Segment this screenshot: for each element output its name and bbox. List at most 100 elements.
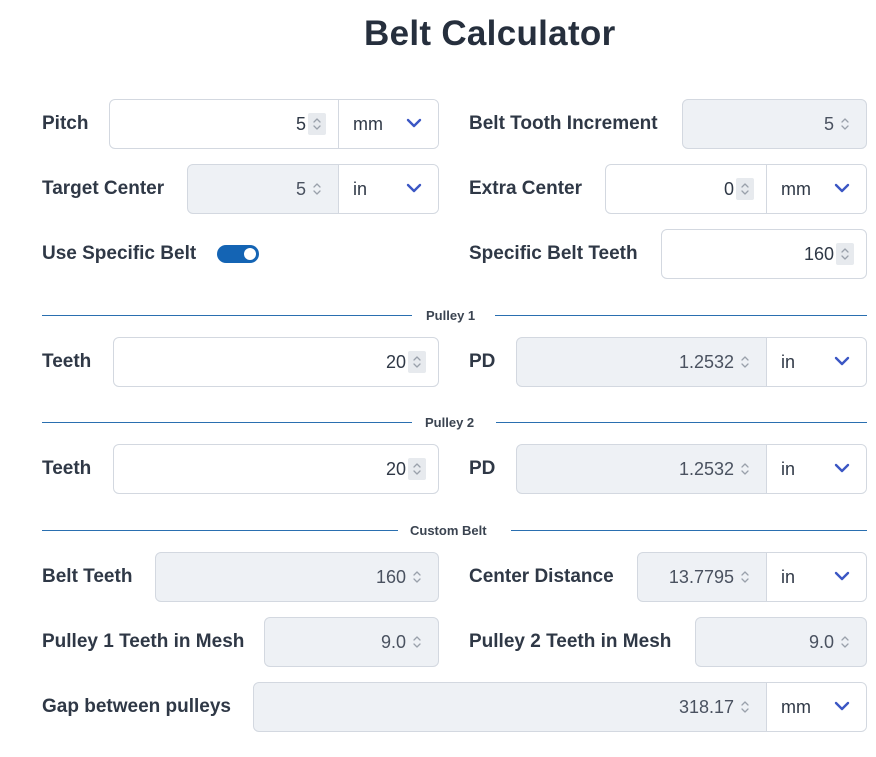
extra-center-field[interactable]: 0 mm bbox=[605, 164, 867, 214]
center-distance-number: 13.7795 bbox=[638, 553, 766, 601]
belt-tooth-increment-value: 5 bbox=[823, 113, 834, 134]
pitch-field[interactable]: 5 mm bbox=[109, 99, 439, 149]
extra-center-unit: mm bbox=[781, 178, 811, 199]
pulley1-mesh-value: 9.0 bbox=[380, 631, 406, 652]
pulley1-pd-value: 1.2532 bbox=[678, 351, 734, 372]
extra-center-unit-select[interactable]: mm bbox=[766, 165, 866, 213]
pulley1-teeth-number-input[interactable]: 20 bbox=[114, 338, 438, 386]
pulley1-pd-unit-select[interactable]: in bbox=[766, 338, 866, 386]
updown-chevron-icon[interactable] bbox=[308, 113, 326, 135]
pulley2-teeth-label: Teeth bbox=[42, 458, 92, 479]
pulley1-teeth-field[interactable]: 20 bbox=[113, 337, 439, 387]
toggle-knob bbox=[244, 248, 256, 260]
extra-center-value: 0 bbox=[723, 178, 734, 199]
chevron-down-icon bbox=[834, 353, 850, 371]
target-center-unit: in bbox=[353, 178, 368, 199]
gap-number: 318.17 bbox=[254, 683, 766, 731]
pitch-unit-select[interactable]: mm bbox=[338, 100, 438, 148]
specific-belt-teeth-label: Specific Belt Teeth bbox=[469, 243, 638, 264]
pitch-label: Pitch bbox=[42, 113, 89, 134]
pulley1-mesh-number: 9.0 bbox=[265, 618, 438, 666]
updown-chevron-icon bbox=[836, 113, 854, 135]
updown-chevron-icon[interactable] bbox=[408, 458, 426, 480]
pulley2-divider-left bbox=[42, 422, 412, 423]
updown-chevron-icon[interactable] bbox=[408, 351, 426, 373]
pulley2-pd-unit: in bbox=[781, 458, 796, 479]
pulley1-mesh-field: 9.0 bbox=[264, 617, 439, 667]
pulley2-mesh-label: Pulley 2 Teeth in Mesh bbox=[469, 631, 672, 652]
updown-chevron-icon bbox=[836, 631, 854, 653]
pitch-value: 5 bbox=[295, 113, 306, 134]
pulley1-mesh-label: Pulley 1 Teeth in Mesh bbox=[42, 631, 245, 652]
pulley1-divider-right bbox=[495, 315, 867, 316]
center-distance-field: 13.7795 in bbox=[637, 552, 867, 602]
target-center-field: 5 in bbox=[187, 164, 439, 214]
updown-chevron-icon bbox=[736, 351, 754, 373]
updown-chevron-icon bbox=[408, 631, 426, 653]
belt-teeth-label: Belt Teeth bbox=[42, 566, 133, 587]
updown-chevron-icon bbox=[736, 696, 754, 718]
use-specific-belt-label: Use Specific Belt bbox=[42, 243, 197, 264]
custom-belt-section-title: Custom Belt bbox=[410, 523, 487, 538]
pulley1-pd-unit: in bbox=[781, 351, 796, 372]
belt-tooth-increment-field: 5 bbox=[682, 99, 867, 149]
center-distance-unit-select[interactable]: in bbox=[766, 553, 866, 601]
belt-tooth-increment-number: 5 bbox=[683, 100, 866, 148]
extra-center-number-input[interactable]: 0 bbox=[606, 165, 766, 213]
belt-teeth-number: 160 bbox=[156, 553, 438, 601]
specific-belt-teeth-number-input[interactable]: 160 bbox=[662, 230, 866, 278]
pulley1-teeth-label: Teeth bbox=[42, 351, 92, 372]
gap-unit: mm bbox=[781, 696, 811, 717]
gap-unit-select[interactable]: mm bbox=[766, 683, 866, 731]
pulley2-pd-label: PD bbox=[469, 458, 496, 479]
use-specific-belt-toggle[interactable] bbox=[217, 245, 259, 263]
chevron-down-icon bbox=[834, 180, 850, 198]
pulley2-pd-value: 1.2532 bbox=[678, 458, 734, 479]
specific-belt-teeth-value: 160 bbox=[803, 243, 834, 264]
updown-chevron-icon bbox=[736, 458, 754, 480]
pitch-number-input[interactable]: 5 bbox=[110, 100, 338, 148]
pitch-unit: mm bbox=[353, 113, 383, 134]
pulley2-mesh-field: 9.0 bbox=[695, 617, 867, 667]
belt-tooth-increment-label: Belt Tooth Increment bbox=[469, 113, 658, 134]
target-center-label: Target Center bbox=[42, 178, 165, 199]
pulley2-pd-unit-select[interactable]: in bbox=[766, 445, 866, 493]
center-distance-unit: in bbox=[781, 566, 796, 587]
pulley2-pd-number: 1.2532 bbox=[517, 445, 766, 493]
chevron-down-icon bbox=[406, 180, 422, 198]
updown-chevron-icon bbox=[308, 178, 326, 200]
target-center-unit-select[interactable]: in bbox=[338, 165, 438, 213]
pulley2-section-title: Pulley 2 bbox=[425, 415, 475, 430]
pulley2-teeth-number-input[interactable]: 20 bbox=[114, 445, 438, 493]
custom-belt-divider-left bbox=[42, 530, 398, 531]
pulley1-section-title: Pulley 1 bbox=[426, 308, 476, 323]
pulley1-pd-label: PD bbox=[469, 351, 496, 372]
updown-chevron-icon[interactable] bbox=[836, 243, 854, 265]
chevron-down-icon bbox=[834, 460, 850, 478]
belt-teeth-value: 160 bbox=[375, 566, 406, 587]
updown-chevron-icon[interactable] bbox=[736, 178, 754, 200]
target-center-value: 5 bbox=[295, 178, 306, 199]
pulley1-pd-field: 1.2532 in bbox=[516, 337, 867, 387]
center-distance-label: Center Distance bbox=[469, 566, 614, 587]
pulley1-divider-left bbox=[42, 315, 412, 316]
updown-chevron-icon bbox=[736, 566, 754, 588]
page-title: Belt Calculator bbox=[364, 14, 616, 53]
pulley2-teeth-value: 20 bbox=[385, 458, 406, 479]
pulley1-pd-number: 1.2532 bbox=[517, 338, 766, 386]
pulley2-pd-field: 1.2532 in bbox=[516, 444, 867, 494]
pulley2-teeth-field[interactable]: 20 bbox=[113, 444, 439, 494]
center-distance-value: 13.7795 bbox=[668, 566, 734, 587]
custom-belt-divider-right bbox=[511, 530, 867, 531]
target-center-number: 5 bbox=[188, 165, 338, 213]
chevron-down-icon bbox=[406, 115, 422, 133]
extra-center-label: Extra Center bbox=[469, 178, 582, 199]
gap-label: Gap between pulleys bbox=[42, 696, 231, 717]
specific-belt-teeth-field[interactable]: 160 bbox=[661, 229, 867, 279]
pulley2-mesh-number: 9.0 bbox=[696, 618, 866, 666]
pulley2-mesh-value: 9.0 bbox=[808, 631, 834, 652]
belt-teeth-field: 160 bbox=[155, 552, 439, 602]
gap-value: 318.17 bbox=[678, 696, 734, 717]
pulley2-divider-right bbox=[496, 422, 867, 423]
updown-chevron-icon bbox=[408, 566, 426, 588]
